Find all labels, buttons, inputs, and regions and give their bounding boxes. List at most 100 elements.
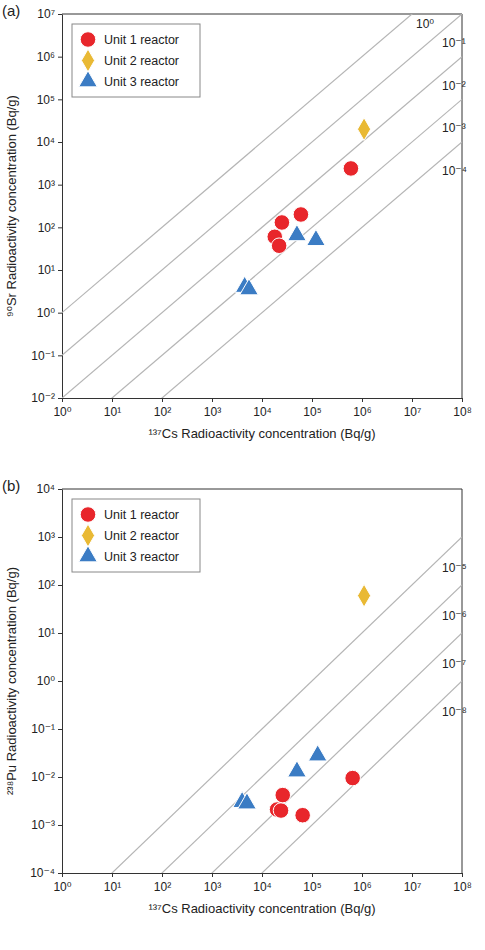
legend-marker xyxy=(81,524,94,547)
ratio-label: 10⁻¹ xyxy=(442,36,466,50)
tick-label: 10⁰ xyxy=(53,405,71,419)
y-axis: 10⁻⁴10⁻³10⁻²10⁻¹10⁰10¹10²10³10⁴ xyxy=(30,482,62,880)
plot-area xyxy=(62,537,462,873)
tick-label: 10⁰ xyxy=(53,880,71,894)
tick-mark xyxy=(58,873,62,874)
tick: 10¹ xyxy=(104,398,121,419)
tick-mark xyxy=(412,873,413,877)
legend-label: Unit 1 reactor xyxy=(104,508,179,522)
tick-mark xyxy=(58,355,62,356)
ratio-label: 10⁰ xyxy=(416,17,434,31)
tick: 10⁷ xyxy=(404,873,422,894)
tick-label: 10⁷ xyxy=(404,880,422,894)
tick-label: 10⁻² xyxy=(31,391,55,405)
tick: 10⁴ xyxy=(253,398,272,419)
tick-label: 10⁵ xyxy=(37,93,55,107)
axis-line xyxy=(62,15,63,399)
x-axis-title: ¹³⁷Cs Radioactivity concentration (Bq/g) xyxy=(148,426,375,441)
tick: 10⁴ xyxy=(253,873,272,894)
legend-marker xyxy=(79,71,98,87)
tick: 10⁵ xyxy=(303,398,321,419)
tick-label: 10⁶ xyxy=(353,880,371,894)
tick-label: 10⁶ xyxy=(353,405,371,419)
tick: 10⁷ xyxy=(404,398,422,419)
ratio-line xyxy=(62,633,462,873)
tick: 10⁷ xyxy=(37,7,62,21)
tick-mark xyxy=(58,185,62,186)
legend-marker xyxy=(79,546,98,562)
tick: 10⁸ xyxy=(453,398,471,419)
ratio-line xyxy=(62,681,462,873)
legend-label: Unit 3 reactor xyxy=(104,75,179,89)
tick-mark xyxy=(58,537,62,538)
ratio-label: 10⁻³ xyxy=(442,121,466,135)
tick-label: 10⁷ xyxy=(37,7,55,21)
legend-marker xyxy=(80,32,96,48)
tick: 10³ xyxy=(38,178,62,192)
tick-mark xyxy=(162,873,163,877)
tick-mark xyxy=(58,398,62,399)
panel: 10⁰10¹10²10³10⁴10⁵10⁶10⁷10⁸10⁻⁴10⁻³10⁻²1… xyxy=(2,477,472,950)
tick-mark xyxy=(462,873,463,877)
y-axis-title: ⁹⁰Sr Radioactivity concentration (Bq/g) xyxy=(4,95,19,317)
tick-label: 10⁻² xyxy=(31,770,55,784)
point xyxy=(273,803,289,819)
tick-mark xyxy=(262,873,263,877)
tick: 10¹ xyxy=(104,873,121,894)
ratio-line xyxy=(62,57,462,398)
tick: 10² xyxy=(154,873,171,894)
tick-label: 10⁴ xyxy=(253,405,272,419)
legend-marker xyxy=(81,49,94,72)
tick: 10⁰ xyxy=(37,674,62,688)
tick: 10⁻⁴ xyxy=(30,866,62,880)
tick-mark xyxy=(212,873,213,877)
ratio-label: 10⁻⁴ xyxy=(442,164,467,178)
tick: 10⁰ xyxy=(37,306,62,320)
panel: 10⁰ 10¹ 10² 10³ 10⁴ 10⁵ 10⁶ 10⁷ 10⁸ 10⁻² 10⁻¹ 10⁰ 10… xyxy=(2,0,472,483)
tick: 10⁴ xyxy=(36,135,62,149)
tick-label: 10⁻¹ xyxy=(31,349,55,363)
point xyxy=(238,793,257,809)
tick-mark xyxy=(362,873,363,877)
ratio-label: 10⁻⁵ xyxy=(442,561,467,575)
legend-label: Unit 2 reactor xyxy=(104,529,179,543)
tick: 10⁵ xyxy=(37,93,62,107)
tick-label: 10¹ xyxy=(38,263,55,277)
tick: 10¹ xyxy=(38,263,62,277)
frame xyxy=(62,14,462,15)
tick-label: 10⁴ xyxy=(36,135,55,149)
tick-label: 10² xyxy=(38,221,55,235)
axis-line xyxy=(62,490,63,874)
tick-mark xyxy=(312,873,313,877)
y-axis-title: ²³⁸Pu Radioactivity concentration (Bq/g) xyxy=(4,567,19,795)
tick-label: 10¹ xyxy=(104,405,121,419)
tick-mark xyxy=(58,57,62,58)
tick-mark xyxy=(112,398,113,402)
tick-label: 10² xyxy=(154,405,171,419)
point xyxy=(343,161,359,177)
point xyxy=(307,229,326,245)
tick: 10¹ xyxy=(38,626,62,640)
tick: 10⁻² xyxy=(31,770,62,784)
tick: 10⁰ xyxy=(53,398,71,419)
tick-mark xyxy=(58,99,62,100)
tick-label: 10¹ xyxy=(38,626,55,640)
ratio-line xyxy=(62,585,462,873)
tick: 10⁴ xyxy=(36,482,62,496)
tick-label: 10⁵ xyxy=(303,880,321,894)
ratio-line xyxy=(62,99,462,398)
tick: 10² xyxy=(38,578,62,592)
tick-label: 10⁻¹ xyxy=(31,722,55,736)
point xyxy=(295,807,311,823)
x-axis: 10⁰10¹10²10³10⁴10⁵10⁶10⁷10⁸ xyxy=(53,873,471,894)
tick: 10⁸ xyxy=(453,873,471,894)
ratio-line xyxy=(62,537,462,873)
point xyxy=(357,584,370,607)
ratio-label: 10⁻⁸ xyxy=(442,705,467,719)
tick: 10² xyxy=(154,398,171,419)
point xyxy=(308,745,327,761)
panel-label: (b) xyxy=(2,477,20,494)
tick: 10⁻¹ xyxy=(31,722,62,736)
plot-area xyxy=(62,14,462,398)
tick-label: 10⁻³ xyxy=(31,818,55,832)
